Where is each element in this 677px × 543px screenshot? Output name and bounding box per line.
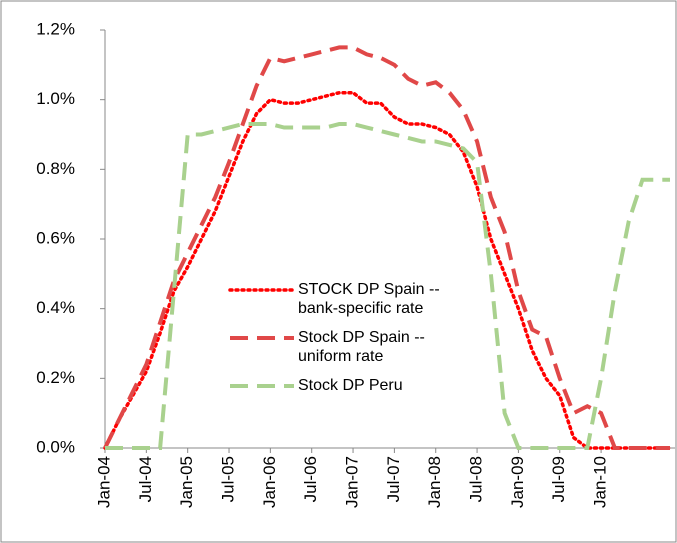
- x-tick-label: Jan-07: [343, 456, 362, 508]
- legend-label: Stock DP Spain -- uniform rate: [298, 329, 425, 365]
- y-tick-label: 1.0%: [36, 89, 75, 108]
- legend-item: Stock DP Spain -- uniform rate: [228, 328, 478, 366]
- x-tick-label: Jul-09: [549, 456, 568, 502]
- y-tick-label: 0.4%: [36, 298, 75, 317]
- legend-item: Stock DP Peru: [228, 376, 478, 395]
- y-tick-label: 0.2%: [36, 368, 75, 387]
- x-tick-label: Jan-04: [94, 456, 113, 508]
- x-tick-label: Jul-05: [219, 456, 238, 502]
- legend-label: Stock DP Peru: [298, 377, 403, 394]
- legend-item: STOCK DP Spain -- bank-specific rate: [228, 280, 478, 318]
- legend: STOCK DP Spain -- bank-specific rate Stoc…: [228, 280, 478, 405]
- legend-swatch: [230, 384, 294, 388]
- x-tick-label: Jul-08: [467, 456, 486, 502]
- y-tick-label: 1.2%: [36, 19, 75, 38]
- x-tick-label: Jan-06: [260, 456, 279, 508]
- x-tick-label: Jan-10: [591, 456, 610, 508]
- legend-swatch: [230, 336, 294, 340]
- x-tick-label: Jan-09: [508, 456, 527, 508]
- y-tick-label: 0.8%: [36, 159, 75, 178]
- series-line: [103, 90, 672, 450]
- y-tick-label: 0.6%: [36, 228, 75, 247]
- x-tick-label: Jul-04: [136, 456, 155, 502]
- legend-swatch: [228, 288, 296, 292]
- x-tick-label: Jan-05: [177, 456, 196, 508]
- legend-label: STOCK DP Spain -- bank-specific rate: [298, 281, 440, 317]
- series-line: [105, 122, 670, 450]
- y-tick-label: 0.0%: [36, 437, 75, 456]
- x-tick-label: Jul-07: [384, 456, 403, 502]
- x-tick-label: Jan-08: [425, 456, 444, 508]
- series-line: [103, 45, 670, 450]
- x-tick-label: Jul-06: [301, 456, 320, 502]
